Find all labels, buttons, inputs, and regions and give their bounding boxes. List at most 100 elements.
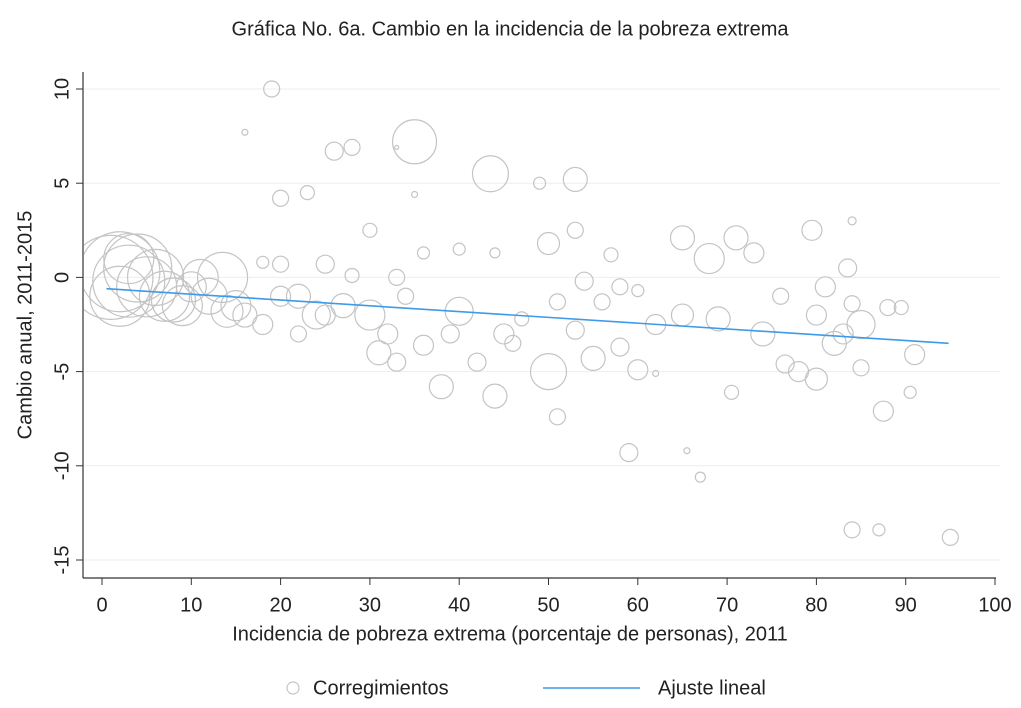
- bubble: [548, 293, 567, 311]
- x-tick-label: 20: [269, 594, 291, 616]
- bubble: [610, 337, 630, 357]
- bubble: [904, 344, 926, 366]
- bubble: [161, 285, 203, 327]
- plot-area: [84, 80, 959, 546]
- bubble: [138, 270, 191, 322]
- legend: Corregimientos Ajuste lineal: [286, 677, 766, 699]
- bubble: [805, 304, 828, 326]
- bubble: [285, 283, 312, 309]
- bubble: [843, 521, 861, 539]
- x-tick-label: 90: [895, 594, 917, 616]
- bubble: [574, 271, 594, 291]
- bubble: [893, 299, 909, 316]
- y-tick-label: -15: [51, 546, 73, 575]
- bubble: [89, 265, 151, 327]
- bubble: [150, 277, 197, 323]
- bubble: [652, 369, 660, 378]
- bubble: [482, 383, 508, 409]
- x-tick-label: 50: [537, 594, 559, 616]
- bubble: [514, 311, 530, 327]
- y-tick-label: 5: [51, 178, 73, 189]
- bubble: [670, 303, 695, 327]
- bubble: [669, 225, 696, 251]
- x-tick-label: 100: [978, 594, 1011, 616]
- bubble: [593, 293, 611, 311]
- y-tick-label: 0: [51, 272, 73, 283]
- bubble: [116, 256, 178, 318]
- bubble: [103, 232, 155, 285]
- bubble: [388, 268, 406, 286]
- bubble: [272, 255, 290, 273]
- bubble: [241, 128, 249, 136]
- bubble: [814, 276, 836, 298]
- bubble: [103, 233, 173, 303]
- x-tick-label: 40: [448, 594, 470, 616]
- bubble: [397, 287, 415, 305]
- bubble: [416, 246, 431, 260]
- legend-label: Corregimientos: [313, 677, 449, 699]
- bubble: [314, 304, 336, 326]
- bubble: [504, 334, 522, 352]
- bubble: [299, 185, 315, 201]
- bubble: [694, 471, 706, 483]
- bubble: [272, 189, 290, 207]
- bubble: [366, 340, 392, 366]
- x-tick-label: 70: [716, 594, 738, 616]
- x-tick-label: 60: [627, 594, 649, 616]
- bubble: [256, 255, 270, 269]
- y-tick-label: 10: [51, 78, 73, 100]
- bubble: [903, 385, 917, 399]
- bubble: [787, 361, 810, 383]
- y-tick-label: -5: [51, 363, 73, 381]
- x-tick-label: 80: [805, 594, 827, 616]
- bubble: [580, 345, 606, 372]
- bubble: [879, 298, 897, 317]
- bubble: [723, 384, 740, 400]
- x-tick-label: 10: [180, 594, 202, 616]
- bubble: [391, 119, 438, 165]
- bubble: [92, 244, 166, 318]
- bubble: [846, 309, 876, 340]
- bubble: [354, 299, 386, 331]
- bubble: [838, 258, 858, 278]
- bubble: [603, 247, 619, 263]
- bubble: [84, 234, 154, 320]
- bubble: [775, 354, 795, 374]
- bubble: [941, 528, 959, 546]
- bubble: [467, 352, 487, 372]
- bubble: [410, 190, 419, 199]
- bubble: [872, 523, 886, 537]
- bubble: [772, 287, 790, 305]
- bubble: [750, 321, 776, 347]
- x-axis-label: Incidencia de pobreza extrema (porcentaj…: [232, 623, 788, 645]
- bubble: [289, 325, 308, 343]
- legend-label: Ajuste lineal: [658, 677, 766, 699]
- x-tick-label: 30: [359, 594, 381, 616]
- bubble: [801, 219, 823, 241]
- bubble: [619, 443, 639, 463]
- bubble: [387, 352, 407, 372]
- bubble: [344, 267, 360, 284]
- bubble: [343, 138, 361, 157]
- bubble: [440, 324, 460, 344]
- bubble: [847, 216, 857, 226]
- bubble: [324, 141, 344, 161]
- bubble: [330, 293, 356, 319]
- bubble: [631, 283, 645, 298]
- bubble: [566, 221, 584, 239]
- fit-line: [106, 287, 949, 345]
- bubble: [536, 231, 561, 256]
- bubble: [452, 242, 466, 256]
- bubble: [611, 278, 629, 296]
- bubble: [843, 295, 861, 313]
- bubble: [532, 176, 547, 190]
- bubble: [301, 300, 331, 330]
- bubble: [220, 290, 252, 322]
- bubble: [627, 359, 649, 381]
- chart-title: Gráfica No. 6a. Cambio en la incidencia …: [232, 18, 790, 40]
- y-axis-label: Cambio anual, 2011-2015: [14, 211, 36, 440]
- bubble: [493, 323, 515, 345]
- bubble: [529, 353, 568, 391]
